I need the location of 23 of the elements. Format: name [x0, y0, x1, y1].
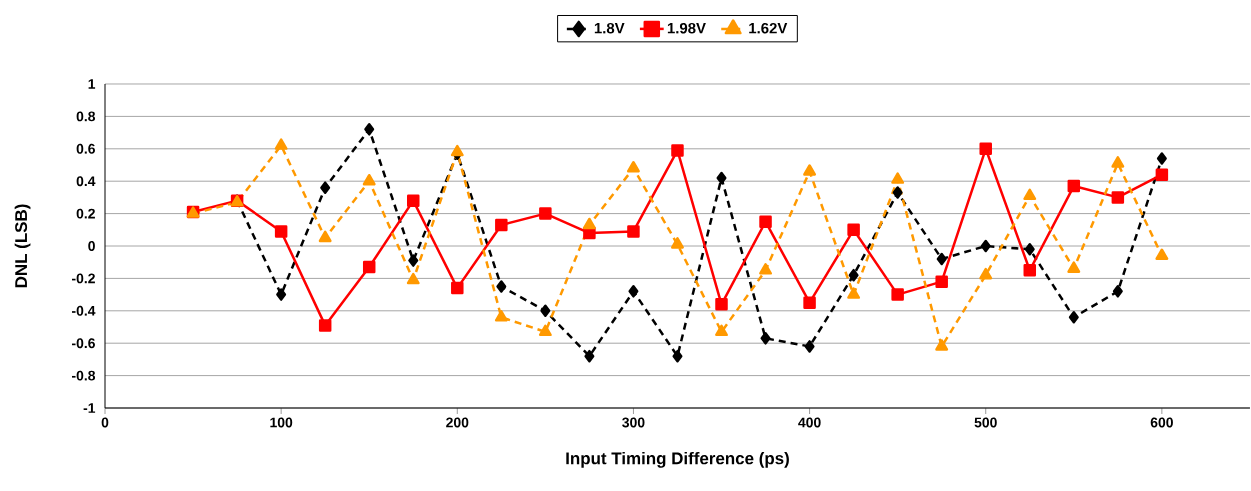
x-tick-label: 100	[270, 417, 293, 428]
y-tick-label: 0.2	[76, 208, 95, 219]
x-tick-label: 200	[446, 417, 469, 428]
x-tick-label: 300	[622, 417, 645, 428]
y-tick-label: -0.4	[71, 305, 96, 316]
x-tick-label: 400	[798, 417, 821, 428]
y-tick-label: -0.2	[71, 273, 95, 284]
legend-label: 1.98V	[667, 22, 706, 34]
y-tick-label: 0.4	[76, 176, 96, 187]
x-axis-title: Input Timing Difference (ps)	[566, 451, 789, 468]
y-tick-label: -0.6	[71, 338, 95, 349]
y-tick-label: 1	[88, 79, 96, 89]
legend-label: 1.8V	[594, 22, 625, 34]
y-tick-label: -0.8	[71, 370, 96, 381]
x-tick-label: 600	[1150, 417, 1173, 428]
x-tick-label: 500	[974, 417, 997, 428]
y-tick-label: 0	[88, 241, 95, 251]
y-tick-label: 0.8	[76, 111, 96, 122]
y-axis-title: DNL (LSB)	[14, 204, 31, 288]
legend-label: 1.62V	[749, 22, 788, 34]
y-tick-label: 0.6	[76, 143, 95, 154]
x-tick-label: 0	[101, 417, 109, 428]
y-tick-label: -1	[83, 403, 96, 413]
